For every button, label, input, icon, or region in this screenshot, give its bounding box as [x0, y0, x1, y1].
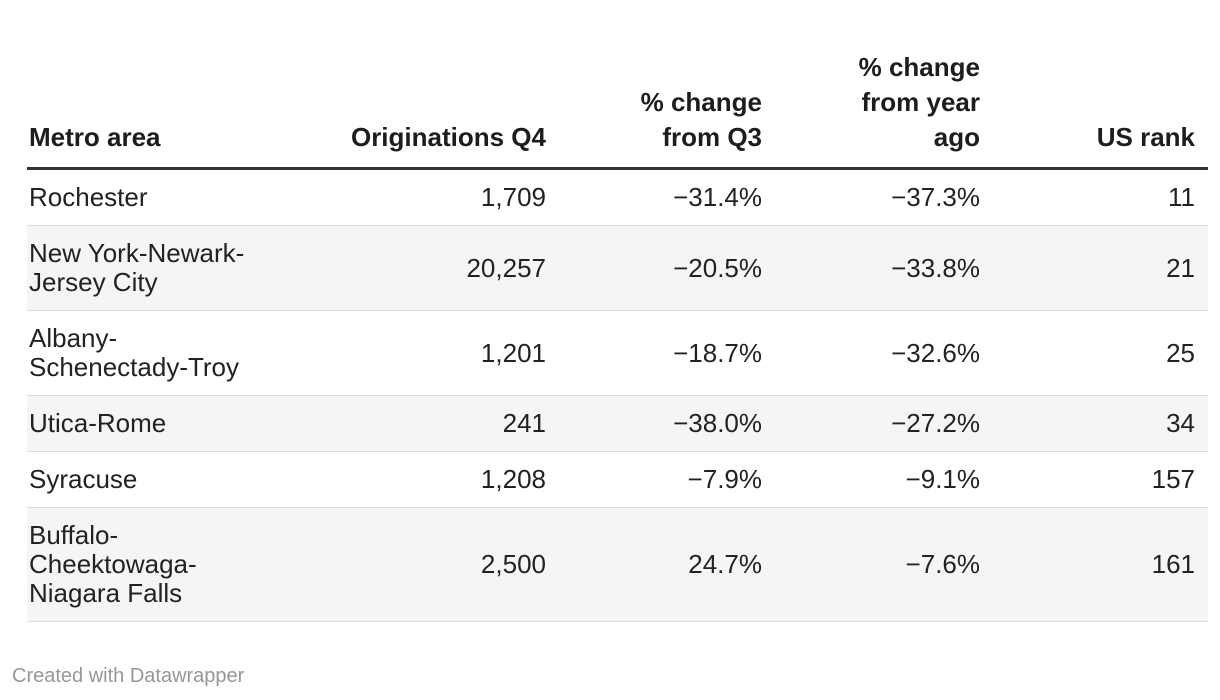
pct-change-from-q3-cell: −18.7%	[546, 310, 762, 396]
datawrapper-credit[interactable]: Created with Datawrapper	[12, 664, 244, 688]
us-rank-cell: 25	[980, 310, 1208, 396]
us-rank-cell: 21	[980, 225, 1208, 311]
column-header-us-rank: US rank	[980, 0, 1208, 170]
column-header-pct-change-from-q3: % change from Q3	[546, 0, 762, 170]
pct-change-from-q3-cell: 24.7%	[546, 507, 762, 622]
originations-q4-cell: 1,201	[307, 310, 546, 396]
table-header-row: Metro area Originations Q4% change from Q…	[27, 0, 1208, 170]
pct-change-from-year-ago-cell: −27.2%	[762, 395, 980, 452]
metro-area-cell: Buffalo-Cheektowaga-Niagara Falls	[27, 507, 307, 622]
table-row: Buffalo-Cheektowaga-Niagara Falls 2,500 24…	[27, 507, 1208, 622]
column-header-pct-change-from-year-ago: % change from year ago	[762, 0, 980, 170]
pct-change-from-year-ago-cell: −7.6%	[762, 507, 980, 622]
pct-change-from-q3-cell: −38.0%	[546, 395, 762, 452]
pct-change-from-q3-cell: −20.5%	[546, 225, 762, 311]
originations-q4-cell: 1,709	[307, 168, 546, 226]
column-header-originations-q4: Originations Q4	[307, 0, 546, 170]
us-rank-cell: 34	[980, 395, 1208, 452]
pct-change-from-year-ago-cell: −9.1%	[762, 451, 980, 508]
metro-area-cell: Albany-Schenectady-Troy	[27, 310, 307, 396]
originations-q4-cell: 241	[307, 395, 546, 452]
us-rank-cell: 161	[980, 507, 1208, 622]
metro-area-cell: Rochester	[27, 168, 307, 226]
us-rank-cell: 157	[980, 451, 1208, 508]
column-header-metro-area: Metro area	[27, 0, 307, 170]
pct-change-from-year-ago-cell: −32.6%	[762, 310, 980, 396]
pct-change-from-year-ago-cell: −37.3%	[762, 168, 980, 226]
originations-q4-cell: 1,208	[307, 451, 546, 508]
us-rank-cell: 11	[980, 168, 1208, 226]
metro-area-cell: Utica-Rome	[27, 395, 307, 452]
table-header: Metro area Originations Q4% change from Q…	[27, 0, 1208, 170]
datawrapper-credit-label[interactable]: Created with Datawrapper	[12, 665, 245, 687]
table-row: New York-Newark-Jersey City 20,257 −20.5% −…	[27, 225, 1208, 311]
metro-originations-table: Metro area Originations Q4% change from Q…	[27, 0, 1208, 622]
table-row: Utica-Rome 241 −38.0% −27.2% 34	[27, 395, 1208, 452]
originations-q4-cell: 2,500	[307, 507, 546, 622]
metro-area-cell: New York-Newark-Jersey City	[27, 225, 307, 311]
table-row: Albany-Schenectady-Troy 1,201 −18.7% −32.6%…	[27, 310, 1208, 396]
pct-change-from-q3-cell: −7.9%	[546, 451, 762, 508]
metro-area-cell: Syracuse	[27, 451, 307, 508]
pct-change-from-year-ago-cell: −33.8%	[762, 225, 980, 311]
originations-q4-cell: 20,257	[307, 225, 546, 311]
pct-change-from-q3-cell: −31.4%	[546, 168, 762, 226]
table-row: Rochester 1,709 −31.4% −37.3% 11	[27, 168, 1208, 226]
table-body: Rochester 1,709 −31.4% −37.3% 11 New York-New…	[27, 168, 1208, 622]
table-row: Syracuse 1,208 −7.9% −9.1% 157	[27, 451, 1208, 508]
